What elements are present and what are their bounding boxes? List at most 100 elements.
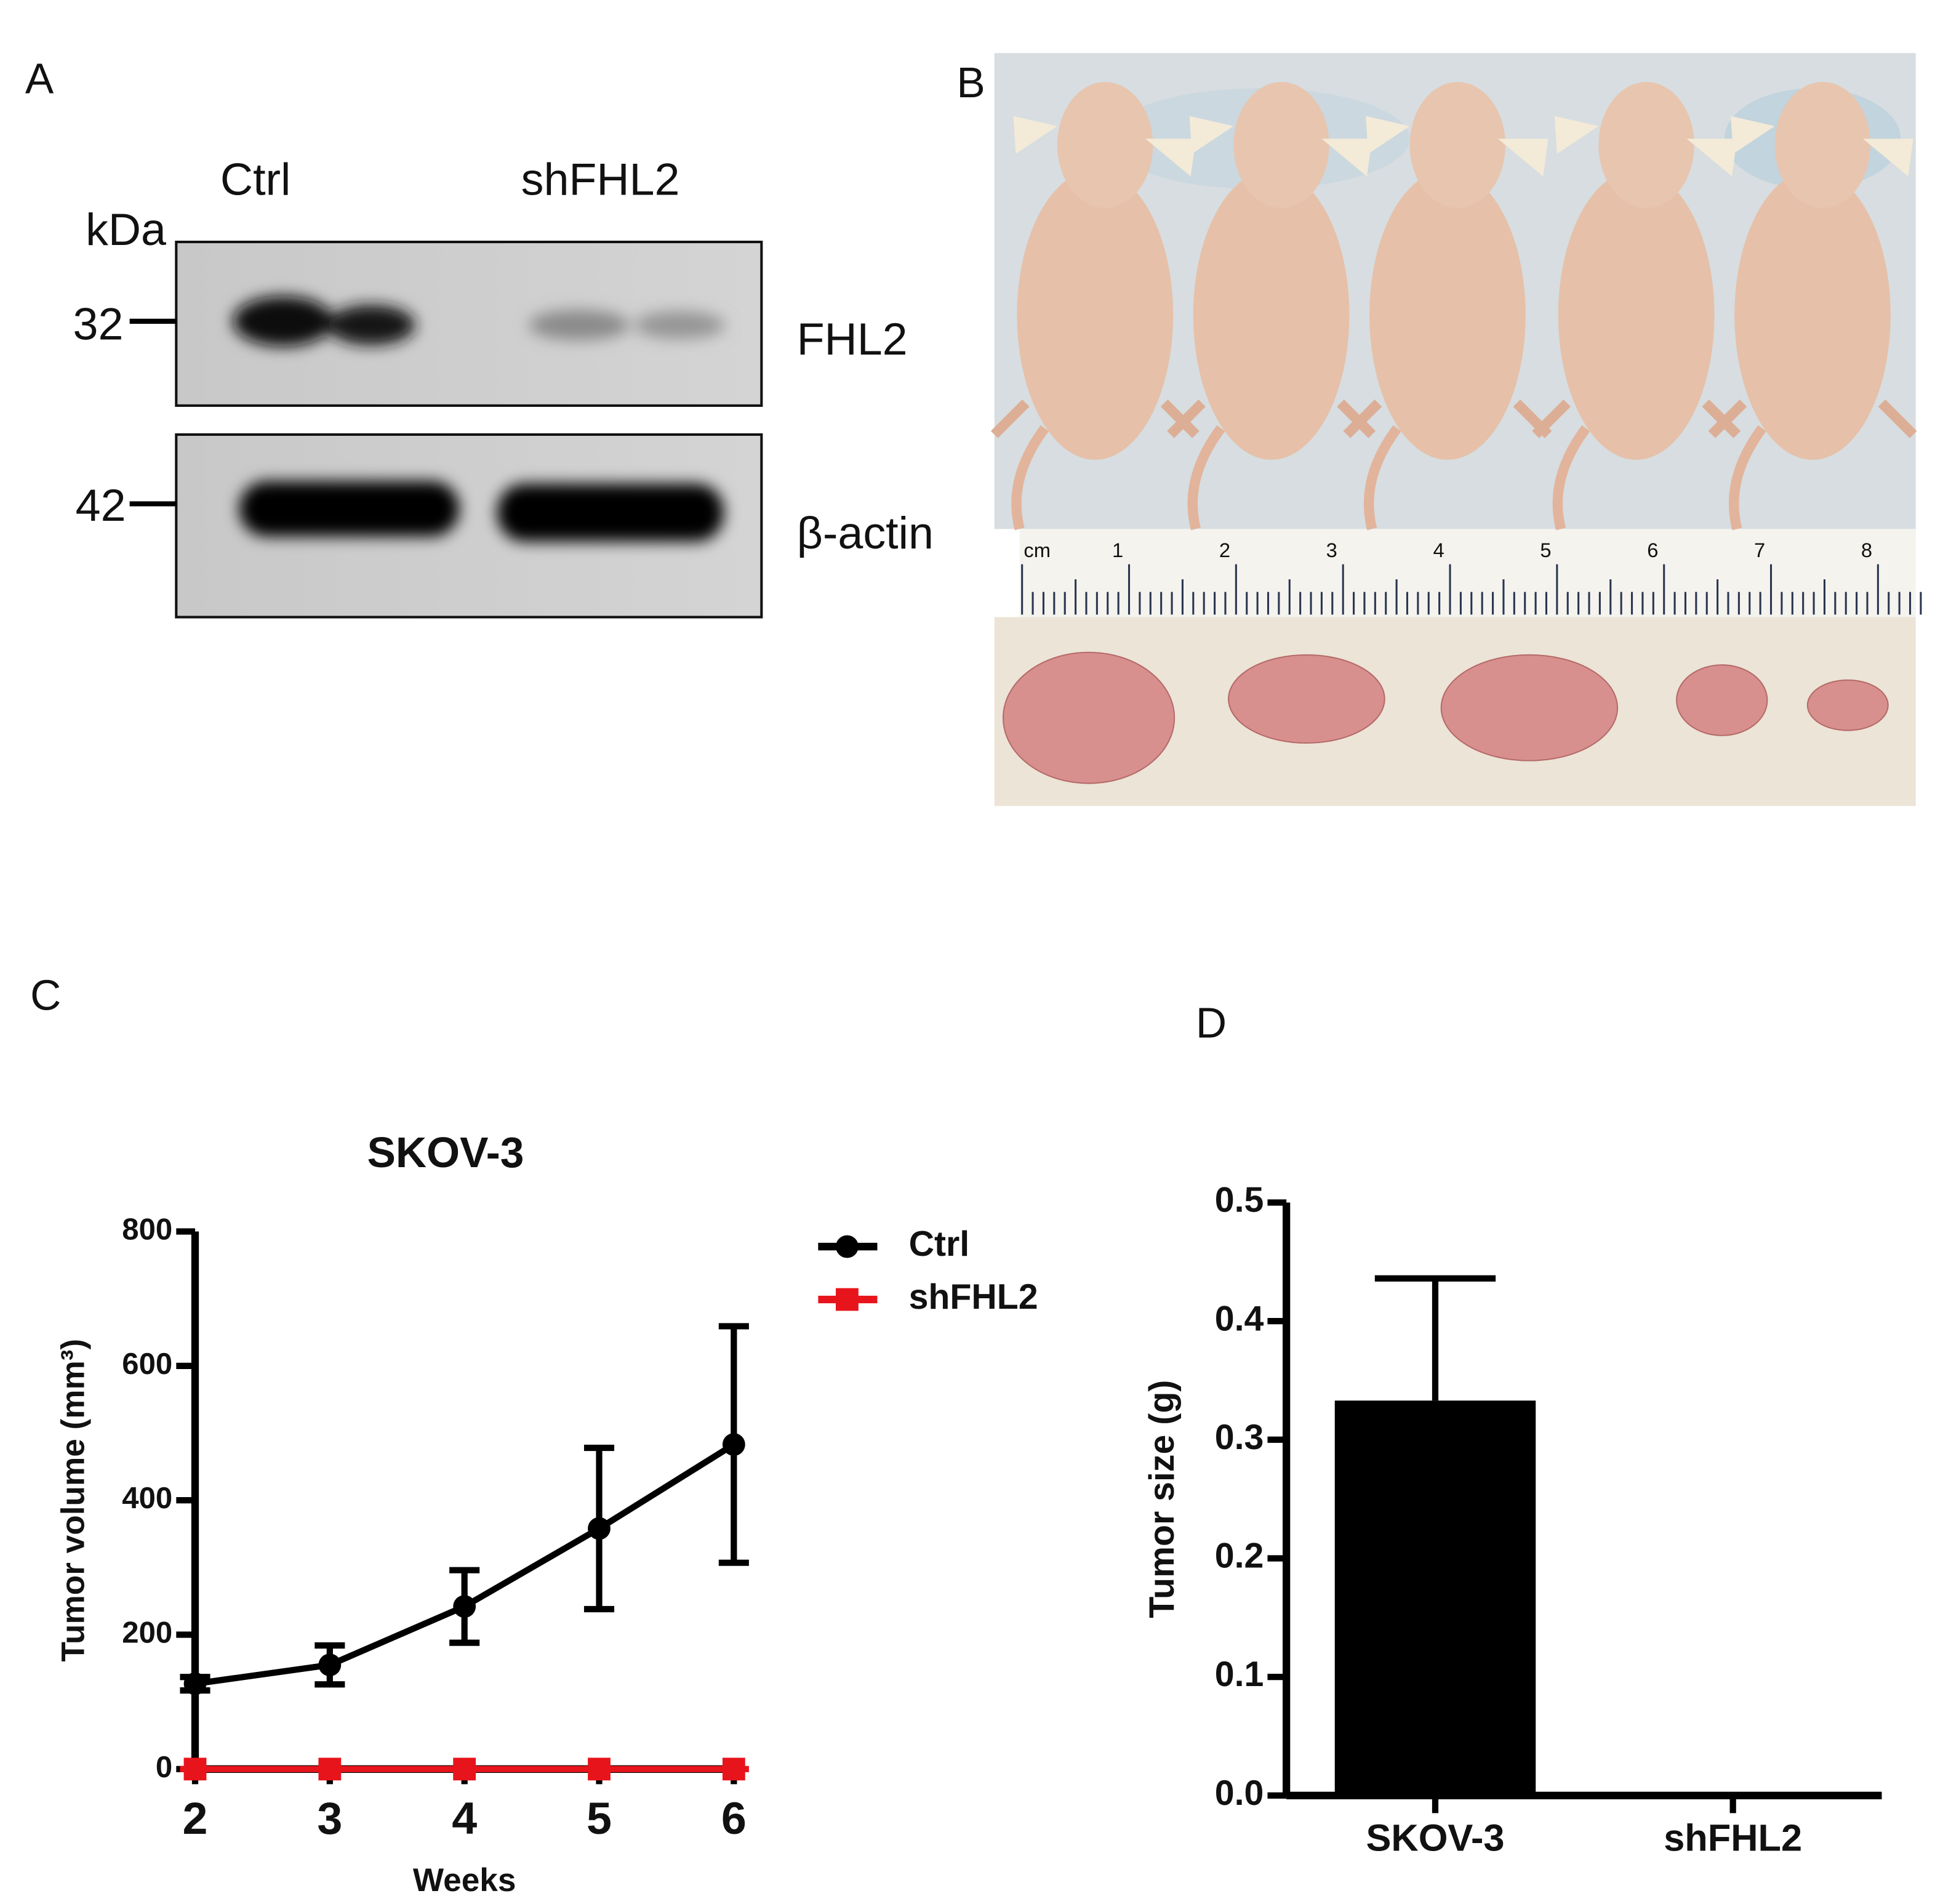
mw-marker: 42: [76, 480, 126, 531]
band-label: β-actin: [797, 507, 934, 558]
y-tick-label: 400: [122, 1482, 172, 1515]
ruler-label: 4: [1433, 539, 1444, 561]
mouse-body: [1017, 170, 1174, 460]
mouse-head: [1774, 82, 1871, 208]
mouse-ear: [1686, 139, 1737, 177]
panel-label: D: [1196, 999, 1227, 1047]
marker: [318, 1757, 342, 1781]
mouse-ear: [1554, 116, 1599, 154]
legend-label: shFHL2: [909, 1277, 1038, 1317]
ruler-label: 6: [1647, 539, 1658, 561]
ruler-label: cm: [1024, 539, 1051, 561]
y-tick-label: 0: [156, 1751, 172, 1784]
tumor: [1440, 654, 1619, 761]
mouse-body: [1369, 170, 1526, 460]
chart-title: SKOV-3: [367, 1128, 524, 1176]
mouse-ear: [1731, 116, 1775, 154]
x-tick-label: 4: [452, 1793, 477, 1844]
y-tick-label: 0.0: [1215, 1773, 1264, 1813]
marker: [722, 1757, 745, 1781]
mouse-head: [1233, 82, 1329, 208]
series-line: [194, 1442, 736, 1687]
band: [233, 295, 726, 542]
y-axis-label: Tumor volume (mm³): [55, 1339, 92, 1662]
tumor: [1228, 654, 1385, 744]
mw-marker: 32: [73, 299, 124, 350]
lane-label: shFHL2: [521, 153, 680, 204]
mouse-head: [1057, 82, 1153, 208]
tumor: [1806, 679, 1889, 731]
tumors: [1002, 651, 1889, 784]
marker: [318, 1653, 342, 1677]
x-tick-label: shFHL2: [1664, 1817, 1802, 1860]
ruler-labels: cm 1 2 3 4 5 6 7 8: [1024, 539, 1872, 561]
tumor: [1676, 664, 1768, 736]
band-label: FHL2: [797, 313, 908, 364]
mouse-ear: [1497, 139, 1548, 177]
y-axis-label: Tumor size (g): [1142, 1380, 1182, 1618]
y-tick-label: 0.5: [1215, 1181, 1264, 1220]
mice: [990, 82, 1917, 531]
marker: [722, 1433, 745, 1456]
ruler-label: 7: [1754, 539, 1765, 561]
marker: [183, 1672, 207, 1695]
panel-label: C: [30, 971, 61, 1019]
ruler-label: 5: [1540, 539, 1551, 561]
y-tick-label: 200: [122, 1616, 172, 1649]
charts: SKOV-3 Tumor volume (mm³) Weeks 0 200 400 600 8…: [55, 1128, 1882, 1898]
x-tick-label: 3: [317, 1793, 342, 1844]
y-tick-label: 0.2: [1215, 1536, 1264, 1576]
x-tick-label: 5: [587, 1793, 612, 1844]
marker: [588, 1757, 611, 1781]
mouse-tail: [1187, 425, 1225, 531]
western-blot: Ctrl shFHL2 kDa 32 42 FHL2 β-actin: [73, 153, 934, 619]
marker: [588, 1517, 611, 1540]
panel-label: A: [25, 55, 54, 103]
mouse-leg: [1708, 400, 1917, 438]
marker: [453, 1757, 476, 1781]
y-tick-label: 0.3: [1215, 1418, 1264, 1457]
y-tick-label: 800: [122, 1213, 172, 1246]
unit-label: kDa: [86, 204, 166, 255]
ruler-label: 3: [1326, 539, 1337, 561]
mouse-tail: [1364, 425, 1401, 531]
photo: cm 1 2 3 4 5 6 7 8: [990, 53, 1922, 806]
y-tick-label: 0.4: [1215, 1299, 1264, 1338]
ruler-label: 1: [1112, 539, 1123, 561]
ruler: [1019, 529, 1916, 617]
mouse-ear: [1013, 116, 1057, 154]
legend-marker: [835, 1235, 859, 1258]
y-tick-label: 0.1: [1215, 1655, 1264, 1694]
mouse-ear: [1189, 116, 1234, 154]
mouse-head: [1409, 82, 1506, 208]
ruler-label: 8: [1861, 539, 1872, 561]
x-tick-label: SKOV-3: [1366, 1817, 1504, 1860]
mouse-tail: [1552, 425, 1590, 531]
tumor: [1002, 651, 1176, 784]
bar: [1334, 1400, 1536, 1796]
mouse-tail: [1729, 425, 1766, 531]
x-tick-label: 2: [183, 1793, 208, 1844]
mouse-body: [1193, 170, 1350, 460]
mouse-body: [1558, 170, 1715, 460]
marker: [453, 1595, 476, 1618]
panel-label: B: [956, 58, 985, 106]
mouse-ear: [1366, 116, 1410, 154]
x-tick-label: 6: [721, 1793, 747, 1844]
error-bar: [1374, 1275, 1496, 1401]
ruler-label: 2: [1219, 539, 1230, 561]
mouse-body: [1734, 170, 1891, 460]
lane-label: Ctrl: [220, 153, 290, 204]
legend-label: Ctrl: [909, 1224, 970, 1264]
ruler-ticks: [1021, 564, 1922, 615]
mouse-ear: [1862, 139, 1913, 177]
x-axis-label: Weeks: [413, 1862, 516, 1898]
legend-marker: [835, 1288, 859, 1311]
mouse-ear: [1321, 139, 1372, 177]
marker: [183, 1757, 207, 1781]
mouse-tail: [1011, 425, 1049, 531]
mouse-head: [1598, 82, 1694, 208]
mouse-ear: [1145, 139, 1196, 177]
